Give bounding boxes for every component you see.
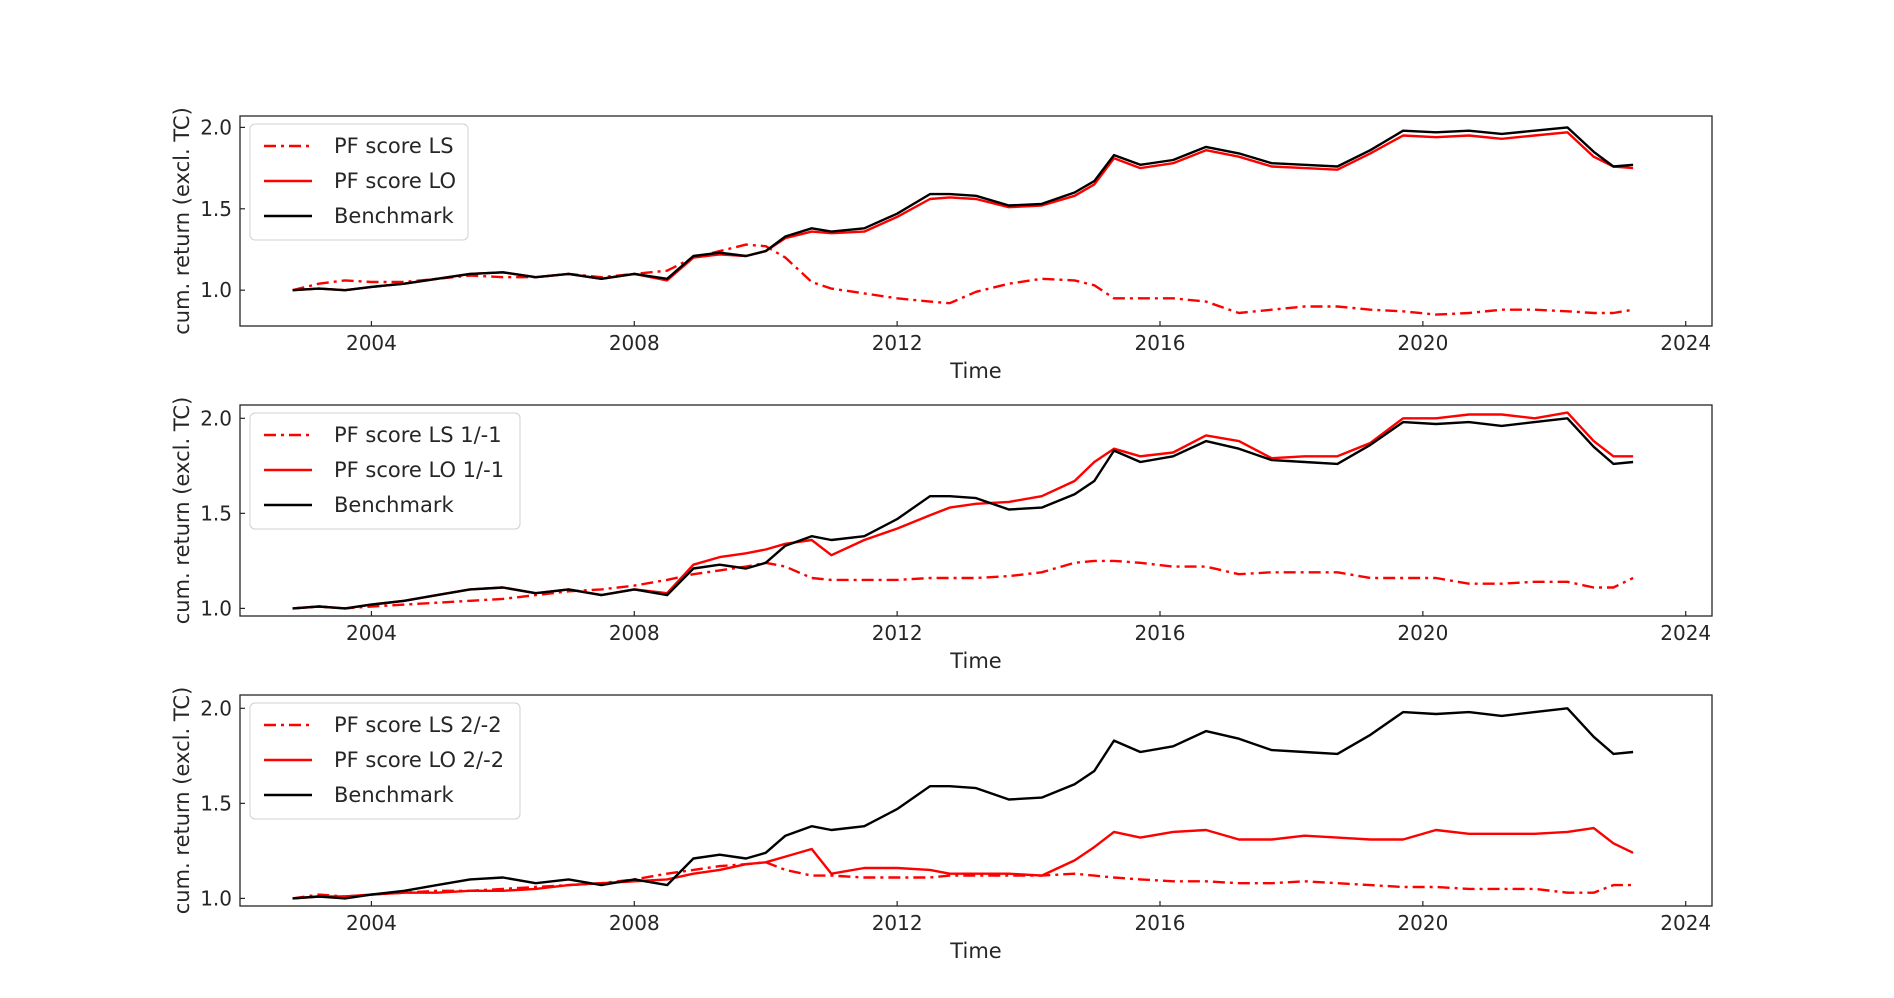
legend: PF score LS 2/-2 PF score LO 2/-2 Benchmar…: [249, 702, 521, 820]
y-tick-label: 1.5: [200, 791, 232, 815]
y-axis-label: cum. return (excl. TC): [170, 107, 194, 335]
x-tick-label: 2020: [1397, 331, 1448, 355]
legend-label-3: Benchmark: [334, 783, 454, 807]
legend-label-3: Benchmark: [334, 204, 454, 228]
x-tick-label: 2024: [1660, 331, 1711, 355]
x-tick-label: 2020: [1397, 911, 1448, 935]
series-line-3: [292, 707, 1634, 900]
x-tick-label: 2012: [872, 331, 923, 355]
legend-box: [249, 412, 521, 530]
series-line-1: [292, 243, 1634, 316]
x-tick-label: 2024: [1660, 621, 1711, 645]
x-axis-label: Time: [949, 359, 1001, 383]
x-tick-label: 2020: [1397, 621, 1448, 645]
x-tick-label: 2024: [1660, 911, 1711, 935]
x-tick-label: 2008: [609, 911, 660, 935]
legend-label-2: PF score LO: [334, 169, 456, 193]
x-axis-label: Time: [949, 649, 1001, 673]
y-tick-label: 1.0: [200, 278, 232, 302]
legend-label-2: PF score LO 1/-1: [334, 458, 504, 482]
chart-panel-1: 2004 2008 2012 2016 2020 2024 1.0 1.5 2.0 Time cum…: [170, 107, 1713, 383]
legend-label-2: PF score LO 2/-2: [334, 748, 504, 772]
y-tick-label: 1.5: [200, 197, 232, 221]
legend-label-1: PF score LS 1/-1: [334, 423, 502, 447]
series-line-1: [292, 861, 1634, 900]
chart-panel-3: 2004 2008 2012 2016 2020 2024 1.0 1.5 2.0 Time cum…: [170, 687, 1713, 963]
y-tick-label: 2.0: [200, 696, 232, 720]
x-tick-label: 2004: [346, 911, 397, 935]
x-tick-label: 2004: [346, 331, 397, 355]
legend-box: [249, 702, 521, 820]
series-line-3: [292, 417, 1634, 610]
x-tick-label: 2008: [609, 331, 660, 355]
y-tick-label: 1.0: [200, 596, 232, 620]
legend-box: [249, 123, 469, 241]
plot-frame: [239, 694, 1713, 907]
legend-label-3: Benchmark: [334, 493, 454, 517]
series-line-1: [292, 559, 1634, 610]
y-tick-label: 1.5: [200, 501, 232, 525]
y-tick-label: 1.0: [200, 886, 232, 910]
legend: PF score LS 1/-1 PF score LO 1/-1 Benchmar…: [249, 412, 521, 530]
y-tick-label: 2.0: [200, 115, 232, 139]
chart-panel-2: 2004 2008 2012 2016 2020 2024 1.0 1.5 2.0 Time cum…: [170, 397, 1713, 673]
series-line-2: [292, 826, 1634, 900]
x-tick-label: 2016: [1135, 911, 1186, 935]
x-tick-label: 2012: [872, 911, 923, 935]
series-line-2: [292, 131, 1634, 292]
plot-frame: [239, 404, 1713, 617]
x-axis-label: Time: [949, 939, 1001, 963]
x-tick-label: 2004: [346, 621, 397, 645]
series-line-3: [292, 126, 1634, 292]
x-tick-label: 2012: [872, 621, 923, 645]
x-tick-label: 2016: [1135, 621, 1186, 645]
legend-label-1: PF score LS: [334, 134, 454, 158]
y-tick-label: 2.0: [200, 406, 232, 430]
x-tick-label: 2008: [609, 621, 660, 645]
legend: PF score LS PF score LO Benchmark: [249, 123, 469, 241]
x-tick-label: 2016: [1135, 331, 1186, 355]
y-axis-label: cum. return (excl. TC): [170, 687, 194, 915]
plot-frame: [239, 115, 1713, 327]
y-axis-label: cum. return (excl. TC): [170, 397, 194, 625]
legend-label-1: PF score LS 2/-2: [334, 713, 502, 737]
